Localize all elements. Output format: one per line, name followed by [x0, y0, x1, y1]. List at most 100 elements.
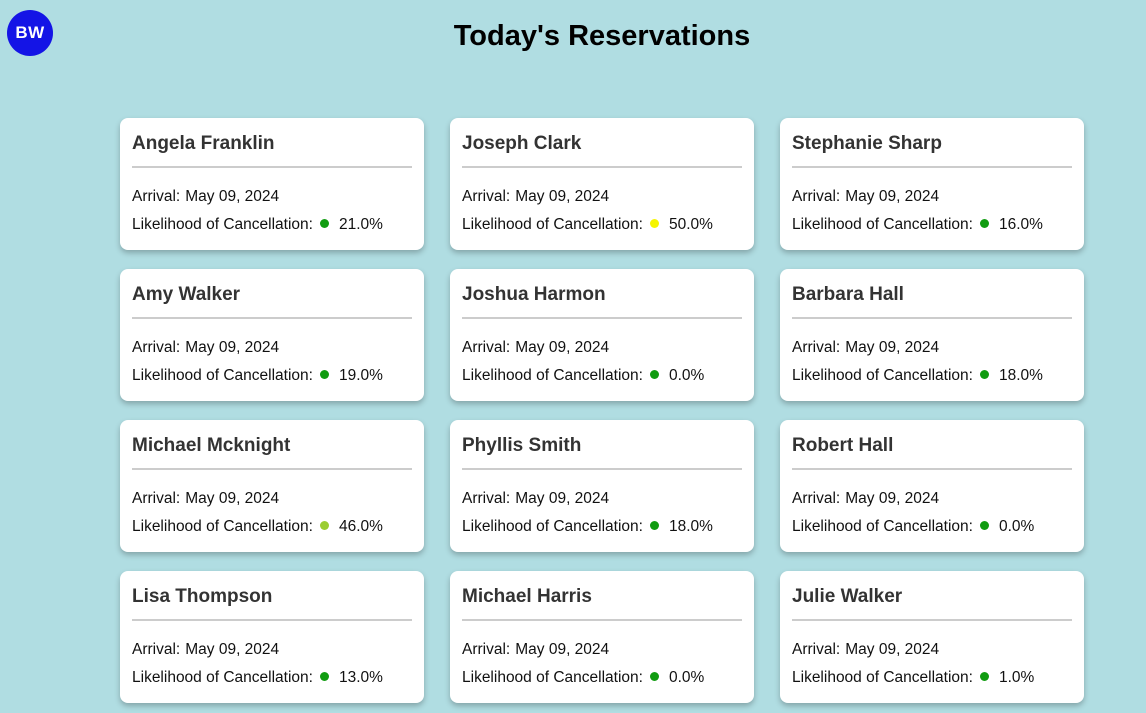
arrival-line: Arrival: May 09, 2024	[462, 334, 742, 362]
card-divider	[792, 166, 1072, 168]
likelihood-dot-icon	[649, 521, 659, 531]
card-details: Arrival: May 09, 2024 Likelihood of Cance…	[132, 334, 412, 390]
app-logo-badge: BW	[7, 10, 53, 56]
card-details: Arrival: May 09, 2024 Likelihood of Cance…	[462, 485, 742, 541]
card-details: Arrival: May 09, 2024 Likelihood of Cance…	[792, 334, 1072, 390]
likelihood-value: 0.0%	[998, 518, 1035, 535]
likelihood-dot-icon	[979, 370, 989, 380]
guest-name: Lisa Thompson	[132, 586, 273, 607]
reservation-card: Julie Walker Arrival: May 09, 2024 Likeli…	[780, 571, 1084, 703]
card-divider	[132, 619, 412, 621]
reservation-card: Michael Mcknight Arrival: May 09, 2024 Li…	[120, 420, 424, 552]
card-divider	[792, 317, 1072, 319]
arrival-label: Arrival:	[132, 490, 181, 507]
arrival-date: May 09, 2024	[185, 641, 280, 658]
arrival-label: Arrival:	[792, 490, 841, 507]
arrival-date: May 09, 2024	[845, 490, 940, 507]
likelihood-label: Likelihood of Cancellation:	[462, 669, 643, 686]
card-details: Arrival: May 09, 2024 Likelihood of Cance…	[132, 485, 412, 541]
likelihood-line: Likelihood of Cancellation: 18.0%	[462, 513, 742, 541]
likelihood-value: 46.0%	[338, 518, 383, 535]
likelihood-dot-icon	[319, 521, 329, 531]
arrival-label: Arrival:	[462, 641, 511, 658]
arrival-date: May 09, 2024	[185, 188, 280, 205]
likelihood-label: Likelihood of Cancellation:	[132, 669, 313, 686]
arrival-date: May 09, 2024	[185, 490, 280, 507]
likelihood-dot-icon	[319, 672, 329, 682]
guest-name: Barbara Hall	[792, 284, 904, 305]
reservation-card: Phyllis Smith Arrival: May 09, 2024 Likel…	[450, 420, 754, 552]
card-details: Arrival: May 09, 2024 Likelihood of Cance…	[462, 334, 742, 390]
arrival-label: Arrival:	[132, 339, 181, 356]
arrival-date: May 09, 2024	[845, 188, 940, 205]
guest-name: Joseph Clark	[462, 133, 582, 154]
likelihood-dot-icon	[979, 672, 989, 682]
likelihood-value: 19.0%	[338, 367, 383, 384]
likelihood-value: 1.0%	[998, 669, 1035, 686]
likelihood-label: Likelihood of Cancellation:	[792, 518, 973, 535]
card-details: Arrival: May 09, 2024 Likelihood of Cance…	[462, 183, 742, 239]
likelihood-value: 18.0%	[668, 518, 713, 535]
likelihood-dot-icon	[979, 521, 989, 531]
likelihood-dot-icon	[319, 219, 329, 229]
likelihood-dot-icon	[649, 219, 659, 229]
arrival-date: May 09, 2024	[515, 641, 610, 658]
arrival-date: May 09, 2024	[845, 641, 940, 658]
reservation-card: Joseph Clark Arrival: May 09, 2024 Likeli…	[450, 118, 754, 250]
likelihood-line: Likelihood of Cancellation: 0.0%	[792, 513, 1072, 541]
reservation-card: Lisa Thompson Arrival: May 09, 2024 Likel…	[120, 571, 424, 703]
guest-name: Michael Mcknight	[132, 435, 291, 456]
arrival-date: May 09, 2024	[185, 339, 280, 356]
likelihood-line: Likelihood of Cancellation: 16.0%	[792, 211, 1072, 239]
card-divider	[132, 317, 412, 319]
guest-name: Robert Hall	[792, 435, 894, 456]
arrival-line: Arrival: May 09, 2024	[792, 636, 1072, 664]
likelihood-value: 0.0%	[668, 669, 705, 686]
page-title: Today's Reservations	[453, 20, 751, 52]
guest-name: Phyllis Smith	[462, 435, 582, 456]
likelihood-label: Likelihood of Cancellation:	[132, 216, 313, 233]
card-details: Arrival: May 09, 2024 Likelihood of Cance…	[132, 636, 412, 692]
card-divider	[462, 468, 742, 470]
reservation-card: Stephanie Sharp Arrival: May 09, 2024 Lik…	[780, 118, 1084, 250]
arrival-label: Arrival:	[132, 188, 181, 205]
card-details: Arrival: May 09, 2024 Likelihood of Cance…	[462, 636, 742, 692]
likelihood-label: Likelihood of Cancellation:	[792, 367, 973, 384]
card-details: Arrival: May 09, 2024 Likelihood of Cance…	[792, 485, 1072, 541]
arrival-line: Arrival: May 09, 2024	[462, 636, 742, 664]
card-divider	[132, 166, 412, 168]
arrival-label: Arrival:	[462, 490, 511, 507]
arrival-label: Arrival:	[462, 188, 511, 205]
likelihood-label: Likelihood of Cancellation:	[792, 669, 973, 686]
likelihood-label: Likelihood of Cancellation:	[792, 216, 973, 233]
arrival-label: Arrival:	[792, 188, 841, 205]
reservation-card: Robert Hall Arrival: May 09, 2024 Likelih…	[780, 420, 1084, 552]
arrival-line: Arrival: May 09, 2024	[792, 183, 1072, 211]
arrival-label: Arrival:	[792, 339, 841, 356]
card-divider	[132, 468, 412, 470]
arrival-date: May 09, 2024	[515, 188, 610, 205]
card-divider	[462, 619, 742, 621]
arrival-line: Arrival: May 09, 2024	[132, 636, 412, 664]
arrival-line: Arrival: May 09, 2024	[132, 334, 412, 362]
guest-name: Julie Walker	[792, 586, 903, 607]
likelihood-dot-icon	[649, 370, 659, 380]
likelihood-line: Likelihood of Cancellation: 21.0%	[132, 211, 412, 239]
likelihood-label: Likelihood of Cancellation:	[132, 367, 313, 384]
likelihood-line: Likelihood of Cancellation: 46.0%	[132, 513, 412, 541]
arrival-date: May 09, 2024	[515, 490, 610, 507]
likelihood-label: Likelihood of Cancellation:	[462, 518, 643, 535]
likelihood-dot-icon	[319, 370, 329, 380]
likelihood-line: Likelihood of Cancellation: 1.0%	[792, 664, 1072, 692]
likelihood-value: 16.0%	[998, 216, 1043, 233]
arrival-line: Arrival: May 09, 2024	[792, 485, 1072, 513]
guest-name: Joshua Harmon	[462, 284, 606, 305]
likelihood-line: Likelihood of Cancellation: 50.0%	[462, 211, 742, 239]
arrival-line: Arrival: May 09, 2024	[462, 183, 742, 211]
card-details: Arrival: May 09, 2024 Likelihood of Cance…	[792, 183, 1072, 239]
likelihood-line: Likelihood of Cancellation: 0.0%	[462, 362, 742, 390]
reservation-card: Joshua Harmon Arrival: May 09, 2024 Likel…	[450, 269, 754, 401]
likelihood-label: Likelihood of Cancellation:	[462, 216, 643, 233]
card-divider	[462, 166, 742, 168]
likelihood-line: Likelihood of Cancellation: 0.0%	[462, 664, 742, 692]
